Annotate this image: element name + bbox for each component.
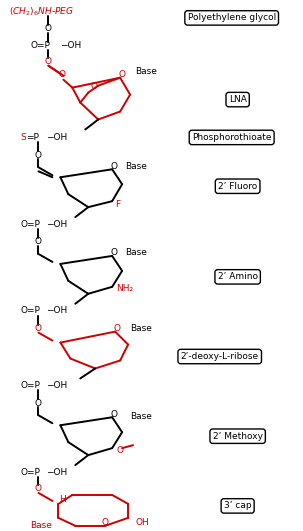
- Text: S: S: [21, 133, 26, 142]
- Text: O: O: [114, 324, 121, 333]
- Text: LNA: LNA: [229, 95, 247, 104]
- Text: Base: Base: [130, 324, 152, 333]
- Text: −OH: −OH: [46, 381, 68, 390]
- Text: O: O: [45, 24, 52, 33]
- Text: O: O: [45, 57, 52, 66]
- Text: −OH: −OH: [46, 220, 68, 228]
- Text: −OH: −OH: [46, 467, 68, 476]
- Text: O: O: [111, 249, 118, 258]
- Text: O=P: O=P: [21, 381, 40, 390]
- Text: O: O: [59, 70, 66, 79]
- Text: OH: OH: [135, 518, 149, 527]
- Text: O=P: O=P: [21, 220, 40, 228]
- Text: O: O: [118, 70, 126, 79]
- Text: Base: Base: [130, 412, 152, 421]
- Text: Base: Base: [31, 521, 52, 530]
- Text: O=P: O=P: [21, 467, 40, 476]
- Text: O: O: [35, 399, 42, 408]
- Text: O: O: [111, 410, 118, 419]
- Text: H: H: [59, 495, 66, 504]
- Text: Base: Base: [125, 249, 147, 258]
- Text: O=P: O=P: [31, 41, 50, 50]
- Text: −OH: −OH: [46, 306, 68, 315]
- Text: O: O: [116, 446, 123, 455]
- Text: −OH: −OH: [46, 133, 68, 142]
- Text: $(CH_2)_6NH$-$PEG$: $(CH_2)_6NH$-$PEG$: [8, 6, 74, 18]
- Text: 3’ cap: 3’ cap: [224, 501, 251, 510]
- Text: O: O: [102, 518, 109, 527]
- Text: Base: Base: [125, 162, 147, 171]
- Text: 2’-deoxy-L-ribose: 2’-deoxy-L-ribose: [181, 352, 259, 361]
- Text: Phosphorothioate: Phosphorothioate: [192, 133, 271, 142]
- Text: O: O: [91, 82, 98, 91]
- Text: O=P: O=P: [21, 306, 40, 315]
- Text: 2’ Fluoro: 2’ Fluoro: [218, 182, 257, 191]
- Text: O: O: [35, 484, 42, 493]
- Text: O: O: [35, 151, 42, 160]
- Text: O: O: [35, 324, 42, 333]
- Text: O: O: [111, 162, 118, 171]
- Text: 2’ Amino: 2’ Amino: [218, 272, 258, 281]
- Text: Polyethylene glycol: Polyethylene glycol: [188, 13, 276, 22]
- Text: −OH: −OH: [60, 41, 82, 50]
- Text: 2’ Methoxy: 2’ Methoxy: [213, 432, 263, 441]
- Text: O: O: [35, 237, 42, 246]
- Text: =P: =P: [27, 133, 39, 142]
- Text: NH₂: NH₂: [116, 284, 133, 293]
- Text: F: F: [115, 200, 121, 209]
- Text: Base: Base: [135, 67, 157, 76]
